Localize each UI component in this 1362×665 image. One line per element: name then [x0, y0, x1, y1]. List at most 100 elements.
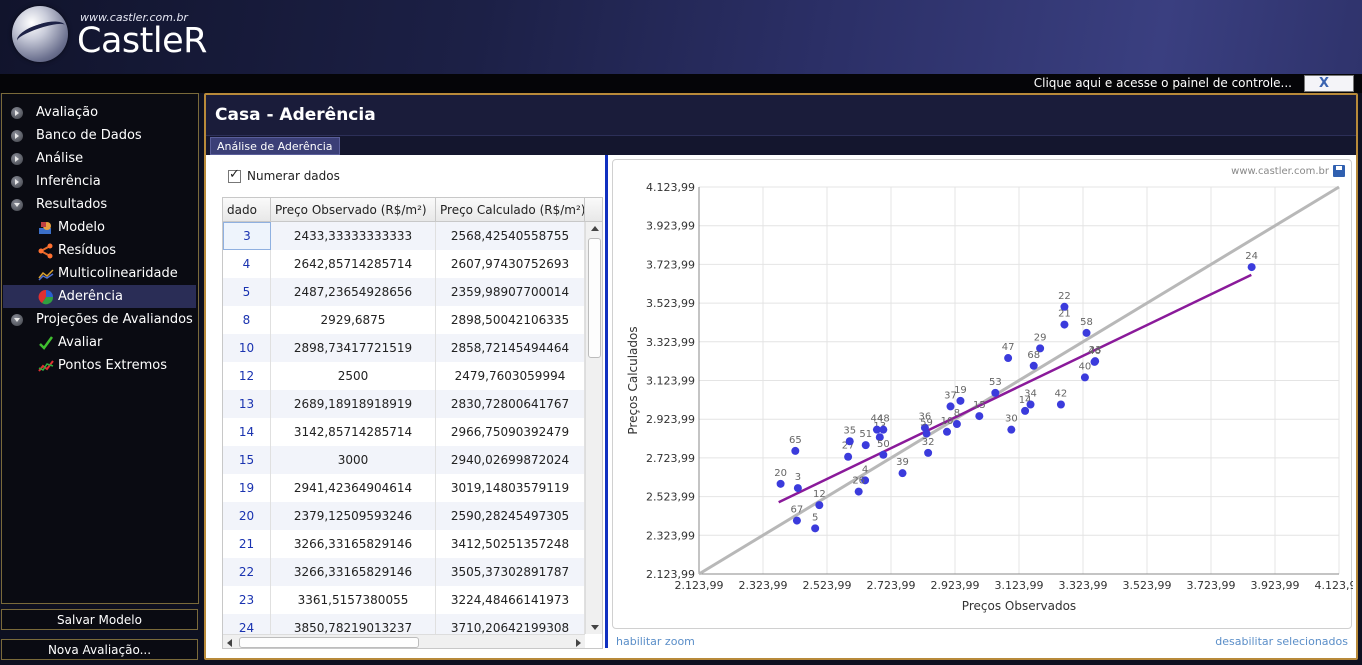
cell-calculado[interactable]: 3224,48466141973	[436, 586, 585, 614]
table-row[interactable]: 21 3266,33165829146 3412,50251357248	[223, 530, 585, 558]
enable-zoom-link[interactable]: habilitar zoom	[616, 635, 695, 648]
tab-analise-aderencia[interactable]: Análise de Aderência	[210, 137, 340, 155]
table-row[interactable]: 3 2433,33333333333 2568,42540558755	[223, 222, 585, 250]
splitter[interactable]	[605, 155, 608, 648]
table-row[interactable]: 13 2689,18918918919 2830,72800641767	[223, 390, 585, 418]
cell-observado[interactable]: 2941,42364904614	[271, 474, 436, 502]
number-data-checkbox-row[interactable]: Numerar dados	[228, 167, 340, 183]
table-row[interactable]: 24 3850,78219013237 3710,20642199308	[223, 614, 585, 634]
cell-observado[interactable]: 2898,73417721519	[271, 334, 436, 362]
table-row[interactable]: 23 3361,5157380055 3224,48466141973	[223, 586, 585, 614]
table-row[interactable]: 8 2929,6875 2898,50042106335	[223, 306, 585, 334]
control-panel-icon[interactable]: X	[1304, 75, 1354, 92]
number-data-checkbox[interactable]	[228, 167, 241, 183]
cell-calculado[interactable]: 3710,20642199308	[436, 614, 585, 634]
cell-calculado[interactable]: 2858,72145494464	[436, 334, 585, 362]
cell-observado[interactable]: 3266,33165829146	[271, 558, 436, 586]
table-row[interactable]: 20 2379,12509593246 2590,28245497305	[223, 502, 585, 530]
cell-observado[interactable]: 3000	[271, 446, 436, 474]
disable-selected-link[interactable]: desabilitar selecionados	[1215, 635, 1348, 648]
vertical-scrollbar[interactable]	[585, 222, 602, 634]
table-row[interactable]: 10 2898,73417721519 2858,72145494464	[223, 334, 585, 362]
scroll-down-icon[interactable]	[591, 625, 599, 630]
data-point	[1082, 328, 1091, 337]
save-icon[interactable]	[1333, 165, 1345, 177]
point-label: 67	[791, 505, 804, 516]
column-header-calculado[interactable]: Preço Calculado (R$/m²)	[436, 198, 585, 222]
cell-observado[interactable]: 3850,78219013237	[271, 614, 436, 634]
sidebar-item-analise[interactable]: Análise	[2, 147, 198, 170]
sidebar-item-modelo[interactable]: Modelo	[2, 216, 198, 239]
cell-observado[interactable]: 2929,6875	[271, 306, 436, 334]
cell-dado[interactable]: 10	[223, 334, 271, 362]
cell-observado[interactable]: 3266,33165829146	[271, 530, 436, 558]
cell-dado[interactable]: 21	[223, 530, 271, 558]
data-point	[1056, 400, 1065, 409]
cell-calculado[interactable]: 2359,98907700014	[436, 278, 585, 306]
cell-dado[interactable]: 4	[223, 250, 271, 278]
cell-observado[interactable]: 2500	[271, 362, 436, 390]
cell-calculado[interactable]: 2607,97430752693	[436, 250, 585, 278]
sidebar-item-avaliacao[interactable]: Avaliação	[2, 101, 198, 124]
cell-observado[interactable]: 2487,23654928656	[271, 278, 436, 306]
sidebar-item-avaliar[interactable]: Avaliar	[2, 331, 198, 354]
cell-observado[interactable]: 3142,85714285714	[271, 418, 436, 446]
cell-calculado[interactable]: 2590,28245497305	[436, 502, 585, 530]
cell-calculado[interactable]: 3412,50251357248	[436, 530, 585, 558]
column-header-observado[interactable]: Preço Observado (R$/m²)	[271, 198, 436, 222]
save-model-button[interactable]: Salvar Modelo	[1, 609, 198, 630]
scroll-left-icon[interactable]	[227, 639, 232, 647]
cell-calculado[interactable]: 3505,37302891787	[436, 558, 585, 586]
cell-dado[interactable]: 14	[223, 418, 271, 446]
cell-dado[interactable]: 8	[223, 306, 271, 334]
cell-calculado[interactable]: 2479,7603059994	[436, 362, 585, 390]
scroll-right-icon[interactable]	[576, 639, 581, 647]
scroll-up-icon[interactable]	[591, 226, 599, 231]
sidebar-item-aderencia[interactable]: Aderência	[3, 285, 196, 308]
cell-calculado[interactable]: 2898,50042106335	[436, 306, 585, 334]
table-row[interactable]: 5 2487,23654928656 2359,98907700014	[223, 278, 585, 306]
cell-dado[interactable]: 22	[223, 558, 271, 586]
cell-dado[interactable]: 15	[223, 446, 271, 474]
cell-dado[interactable]: 12	[223, 362, 271, 390]
table-row[interactable]: 15 3000 2940,02699872024	[223, 446, 585, 474]
cell-calculado[interactable]: 3019,14803579119	[436, 474, 585, 502]
cell-dado[interactable]: 20	[223, 502, 271, 530]
cell-calculado[interactable]: 2830,72800641767	[436, 390, 585, 418]
table-row[interactable]: 19 2941,42364904614 3019,14803579119	[223, 474, 585, 502]
table-row[interactable]: 4 2642,85714285714 2607,97430752693	[223, 250, 585, 278]
cell-dado[interactable]: 5	[223, 278, 271, 306]
sidebar-item-multicolinearidade[interactable]: Multicolinearidade	[2, 262, 198, 285]
scroll-thumb[interactable]	[239, 637, 419, 648]
new-evaluation-button[interactable]: Nova Avaliação...	[1, 639, 198, 660]
cell-calculado[interactable]: 2966,75090392479	[436, 418, 585, 446]
sidebar-item-resultados[interactable]: Resultados	[2, 193, 198, 216]
scroll-thumb[interactable]	[588, 238, 601, 358]
table-row[interactable]: 12 2500 2479,7603059994	[223, 362, 585, 390]
column-header-dado[interactable]: dado	[223, 198, 271, 222]
sidebar-item-banco-de-dados[interactable]: Banco de Dados	[2, 124, 198, 147]
sidebar-item-inferencia[interactable]: Inferência	[2, 170, 198, 193]
y-tick-label: 3.723,99	[646, 258, 695, 271]
cell-observado[interactable]: 2689,18918918919	[271, 390, 436, 418]
arrow-down-icon	[11, 198, 23, 211]
y-tick-label: 2.923,99	[646, 413, 695, 426]
cell-dado[interactable]: 13	[223, 390, 271, 418]
sidebar-item-pontos-extremos[interactable]: Pontos Extremos	[2, 354, 198, 377]
cell-dado[interactable]: 19	[223, 474, 271, 502]
cell-calculado[interactable]: 2568,42540558755	[436, 222, 585, 250]
cell-dado[interactable]: 23	[223, 586, 271, 614]
table-row[interactable]: 14 3142,85714285714 2966,75090392479	[223, 418, 585, 446]
sidebar-item-projecoes[interactable]: Projeções de Avaliandos	[2, 308, 198, 331]
cell-observado[interactable]: 2379,12509593246	[271, 502, 436, 530]
horizontal-scrollbar[interactable]	[223, 634, 585, 648]
cell-dado[interactable]: 24	[223, 614, 271, 634]
cell-calculado[interactable]: 2940,02699872024	[436, 446, 585, 474]
cell-dado[interactable]: 3	[223, 222, 271, 250]
control-panel-link[interactable]: Clique aqui e acesse o painel de control…	[1033, 76, 1292, 90]
cell-observado[interactable]: 3361,5157380055	[271, 586, 436, 614]
cell-observado[interactable]: 2642,85714285714	[271, 250, 436, 278]
sidebar-item-residuos[interactable]: Resíduos	[2, 239, 198, 262]
table-row[interactable]: 22 3266,33165829146 3505,37302891787	[223, 558, 585, 586]
cell-observado[interactable]: 2433,33333333333	[271, 222, 436, 250]
